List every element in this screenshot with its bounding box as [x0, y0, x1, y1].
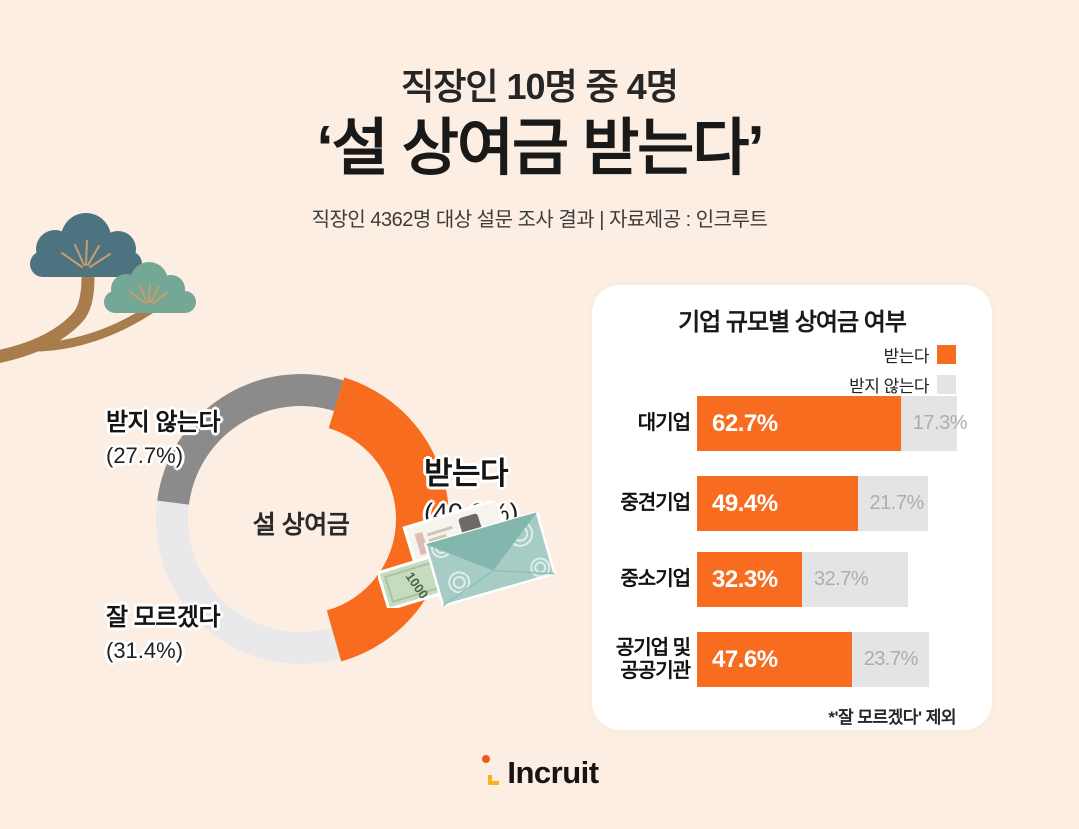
bar-category-label: 공기업 및 공공기관 — [615, 636, 691, 682]
bar-segment-yes: 32.3% — [697, 552, 802, 607]
incruit-logo-text: Incruit — [507, 755, 599, 790]
bar-row-small-company: 중소기업 32.3% 32.7% — [592, 552, 992, 607]
pine-needles-small — [129, 283, 168, 304]
bar-track: 62.7% 17.3% — [697, 396, 967, 451]
branch-fork — [35, 304, 156, 352]
legend-item-no: 받지 않는다 — [849, 372, 956, 397]
donut-label-unknown-pct: (31.4%) — [106, 638, 184, 663]
bar-category-label: 중견기업 — [620, 492, 691, 514]
bar-track: 49.4% 21.7% — [697, 476, 929, 531]
bar-value-yes: 32.3% — [712, 565, 778, 593]
bar-value-no: 17.3% — [912, 412, 968, 434]
donut-center-label: 설 상여금 — [252, 511, 350, 539]
money-envelope-illustration: 1000 — [378, 503, 557, 608]
bar-row-mid-company: 중견기업 49.4% 21.7% — [592, 476, 992, 531]
bar-segment-yes: 62.7% — [697, 396, 901, 451]
branch-main — [0, 271, 95, 363]
page-title: ‘설 상여금 받는다’ — [316, 114, 764, 183]
bar-value-yes: 47.6% — [712, 645, 778, 673]
bar-value-no: 23.7% — [863, 648, 919, 670]
donut-label-yes-name: 받는다 — [424, 456, 509, 491]
legend-swatch-yes — [937, 345, 956, 364]
bar-track: 47.6% 23.7% — [697, 632, 929, 687]
incruit-logo-icon — [480, 750, 504, 798]
bar-segment-no: 21.7% — [857, 476, 929, 531]
donut-label-no: 받지 않는다 (27.7%) — [106, 402, 221, 469]
envelope-flap — [425, 512, 537, 571]
donut-label-no-pct: (27.7%) — [106, 443, 184, 468]
legend-label-no: 받지 않는다 — [849, 377, 929, 396]
bar-value-no: 21.7% — [869, 492, 925, 514]
bar-segment-yes: 49.4% — [697, 476, 858, 531]
headline-kicker: 직장인 10명 중 4명 — [401, 66, 679, 107]
bar-chart-footnote: *'잘 모르겠다' 제외 — [828, 708, 956, 727]
legend-item-yes: 받는다 — [884, 342, 956, 367]
donut-slice-1 — [156, 500, 341, 664]
bar-value-yes: 62.7% — [712, 409, 778, 437]
bar-value-no: 32.7% — [813, 568, 869, 590]
bar-segment-yes: 47.6% — [697, 632, 852, 687]
bar-chart-title: 기업 규모별 상여금 여부 — [678, 309, 907, 336]
bar-row-large-company: 대기업 62.7% 17.3% — [592, 396, 992, 451]
incruit-logo: Incruit — [0, 750, 1079, 798]
bar-segment-no: 17.3% — [900, 396, 967, 451]
donut-label-unknown: 잘 모르겠다 (31.4%) — [106, 597, 221, 664]
pine-branch-decoration — [0, 213, 196, 363]
legend: 받는다 받지 않는다 — [849, 342, 956, 397]
bar-segment-no: 32.7% — [801, 552, 909, 607]
bar-category-label: 중소기업 — [620, 568, 691, 590]
donut-label-no-name: 받지 않는다 — [106, 409, 221, 436]
envelope — [423, 510, 557, 608]
legend-swatch-no — [937, 375, 956, 394]
bar-segment-no: 23.7% — [851, 632, 929, 687]
logo-l-icon — [488, 775, 500, 785]
bar-category-label: 대기업 — [637, 412, 691, 434]
bar-row-public-company: 공기업 및 공공기관 47.6% 23.7% — [592, 632, 992, 687]
donut-slice-2 — [157, 374, 344, 505]
survey-subtitle: 직장인 4362명 대상 설문 조사 결과 | 자료제공 : 인크루트 — [311, 209, 768, 231]
bar-chart-card: 기업 규모별 상여금 여부 받는다 받지 않는다 대기업 62.7% 17.3%… — [592, 285, 992, 730]
legend-label-yes: 받는다 — [883, 347, 930, 366]
bar-value-yes: 49.4% — [712, 489, 778, 517]
bar-track: 32.3% 32.7% — [697, 552, 909, 607]
donut-label-unknown-name: 잘 모르겠다 — [106, 604, 221, 631]
pine-needles-large — [61, 240, 111, 268]
logo-ring-icon — [482, 755, 491, 763]
